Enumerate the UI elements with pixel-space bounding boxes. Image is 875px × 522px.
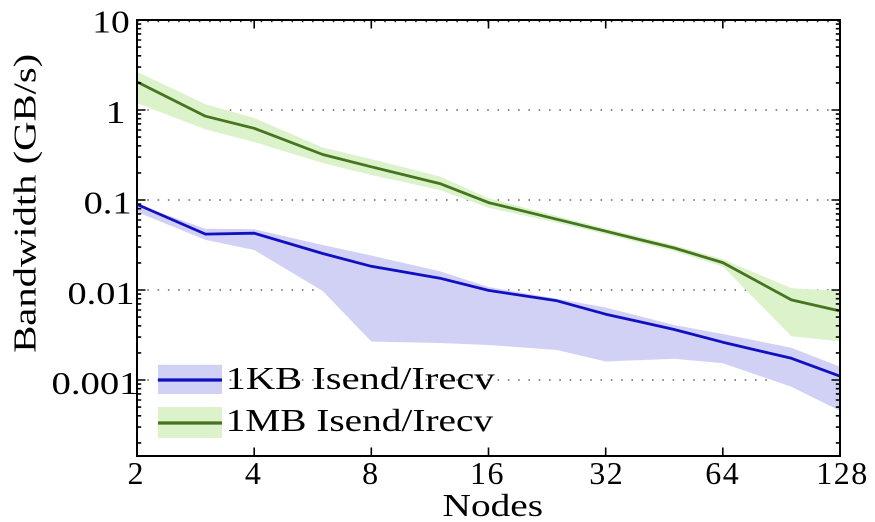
svg-text:1: 1 [106,94,126,130]
svg-text:1MB Isend/Irecv: 1MB Isend/Irecv [226,402,494,438]
svg-text:8: 8 [362,455,378,491]
svg-text:128: 128 [816,455,869,491]
svg-text:64: 64 [705,455,740,491]
svg-text:Bandwidth (GB/s): Bandwidth (GB/s) [6,54,42,353]
svg-text:32: 32 [589,455,624,491]
svg-text:0.1: 0.1 [84,185,132,221]
svg-text:1KB Isend/Irecv: 1KB Isend/Irecv [226,360,495,396]
svg-text:2: 2 [128,455,144,491]
svg-text:0.001: 0.001 [52,365,139,401]
svg-text:10: 10 [92,4,130,40]
svg-text:Nodes: Nodes [443,487,544,522]
svg-text:0.01: 0.01 [68,275,135,311]
svg-text:4: 4 [245,455,261,491]
svg-text:16: 16 [470,455,505,491]
